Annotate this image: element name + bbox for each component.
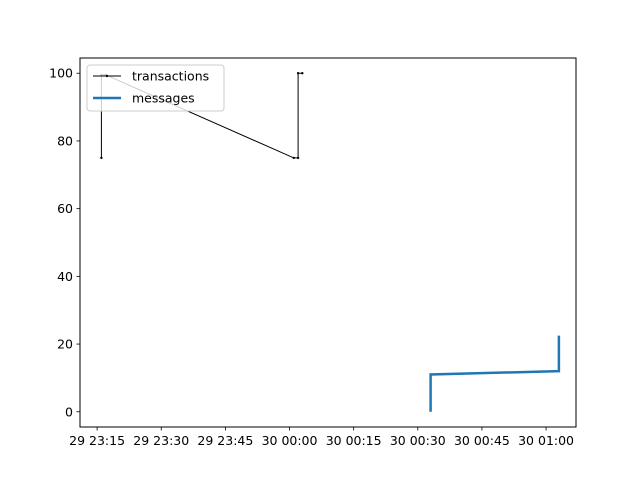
x-tick-label-3: 30 00:00: [262, 433, 318, 448]
legend-marker-transactions: [105, 74, 109, 78]
series-line-messages: [429, 335, 561, 412]
x-axis: 29 23:15 29 23:30 29 23:45 30 00:00 30 00:15…: [69, 427, 574, 448]
x-tick-label-5: 30 00:30: [390, 433, 446, 448]
data-point-transactions-4: [296, 156, 300, 160]
legend-item-transactions: transactions: [93, 69, 209, 84]
legend-label-transactions: transactions: [132, 69, 209, 84]
y-tick-label-4: 80: [57, 133, 73, 148]
y-tick-label-2: 40: [57, 269, 73, 284]
data-point-transactions-0: [100, 156, 103, 160]
y-tick-label-1: 20: [57, 337, 73, 352]
legend-label-messages: messages: [132, 91, 195, 106]
series-messages: [429, 335, 561, 412]
legend: transactions messages: [86, 64, 225, 112]
legend-item-messages: messages: [93, 91, 195, 106]
data-point-transactions-5: [296, 72, 300, 75]
x-tick-label-6: 30 00:45: [454, 433, 510, 448]
data-point-transactions-3: [292, 156, 295, 160]
y-tick-label-0: 0: [65, 404, 73, 419]
y-axis: 0 20 40 60 80 100: [49, 66, 80, 419]
x-tick-label-7: 30 01:00: [518, 433, 574, 448]
plot-area-frame: [79, 57, 577, 428]
data-point-transactions-6: [301, 72, 304, 75]
x-tick-label-2: 29 23:45: [197, 433, 253, 448]
y-tick-label-3: 60: [57, 201, 73, 216]
x-tick-label-1: 29 23:30: [133, 433, 189, 448]
x-tick-label-0: 29 23:15: [69, 433, 125, 448]
y-tick-label-5: 100: [49, 66, 73, 81]
legend-box: [86, 64, 225, 112]
x-tick-label-4: 30 00:15: [326, 433, 382, 448]
